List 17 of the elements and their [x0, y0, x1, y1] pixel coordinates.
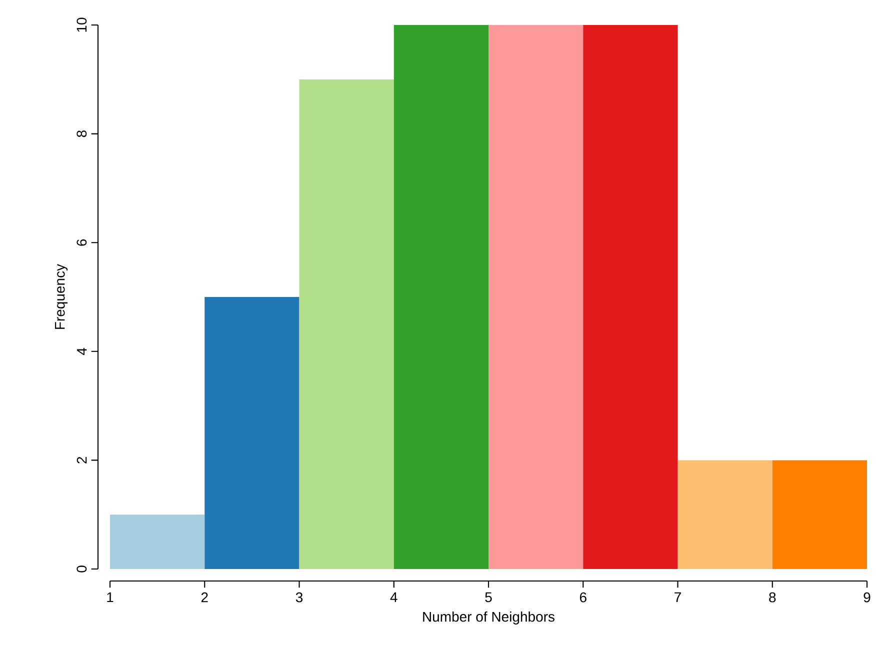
y-tick-label: 4: [77, 348, 87, 355]
y-axis-title: Frequency: [55, 264, 68, 329]
x-tick-label: 9: [864, 592, 870, 602]
y-tick-label: 6: [76, 239, 87, 246]
y-tick-label: 2: [76, 457, 87, 464]
x-tick-label: 2: [201, 592, 208, 602]
x-axis-title: Number of Neighbors: [423, 611, 554, 624]
y-tick-label: 8: [76, 130, 87, 138]
x-tick-label: 4: [390, 592, 398, 602]
x-tick-label: 5: [485, 592, 492, 602]
y-tick-label: 0: [76, 566, 87, 572]
x-tick-label: 6: [580, 592, 586, 602]
y-tick-label: 10: [76, 18, 87, 32]
x-tick-label: 1: [107, 592, 114, 602]
x-tick-label: 7: [674, 592, 681, 602]
x-tick-label: 8: [769, 592, 776, 602]
x-tick-label: 3: [296, 592, 303, 602]
